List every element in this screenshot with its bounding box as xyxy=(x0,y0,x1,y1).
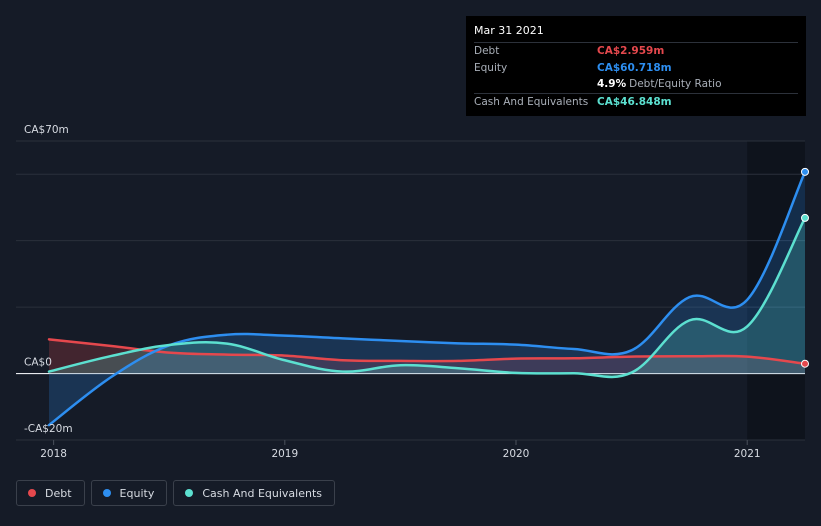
y-tick-label: -CA$20m xyxy=(24,423,73,435)
tooltip-equity-row: Equity CA$60.718m xyxy=(474,60,798,77)
x-tick-label: 2020 xyxy=(503,448,530,460)
y-axis-labels: CA$70m CA$0 -CA$20m xyxy=(24,124,73,435)
plot-background xyxy=(16,141,805,440)
x-axis-labels: 2018 2019 2020 2021 xyxy=(40,448,760,460)
cash-dot-icon xyxy=(185,489,194,497)
end-points xyxy=(801,167,809,368)
tooltip-date: Mar 31 2021 xyxy=(474,22,798,43)
grid xyxy=(16,140,805,445)
tooltip-ratio-label: Debt/Equity Ratio xyxy=(629,78,722,90)
tooltip-cash-row: Cash And Equivalents CA$46.848m xyxy=(474,94,798,111)
areas xyxy=(49,171,805,426)
debt-dot-icon xyxy=(28,489,36,497)
legend-label-debt: Debt xyxy=(45,486,72,500)
tooltip-debt-row: Debt CA$2.959m xyxy=(474,43,798,60)
tooltip-panel: Mar 31 2021 Debt CA$2.959m Equity CA$60.… xyxy=(466,16,806,116)
equity-dot-icon xyxy=(102,489,111,497)
tooltip-equity-label: Equity xyxy=(474,61,508,74)
debt-area xyxy=(49,339,805,374)
lines xyxy=(47,170,807,427)
cash-and-equivalents-line xyxy=(47,216,807,379)
legend-item-equity[interactable]: Equity xyxy=(90,480,168,506)
tooltip-debt-value: CA$2.959m xyxy=(597,45,665,57)
x-tick-label: 2019 xyxy=(271,448,298,460)
forecast-shade xyxy=(747,141,805,440)
cash-and-equivalents-area xyxy=(49,217,805,377)
legend-item-debt[interactable]: Debt xyxy=(16,480,85,506)
x-tick-label: 2021 xyxy=(734,448,761,460)
tooltip-ratio-value: 4.9% xyxy=(597,78,627,90)
tooltip-equity-value: CA$60.718m xyxy=(597,61,672,74)
equity-end-point xyxy=(801,167,809,176)
legend-item-cash[interactable]: Cash And Equivalents xyxy=(173,480,335,506)
tooltip-cash-value: CA$46.848m xyxy=(597,95,672,108)
legend-label-cash: Cash And Equivalents xyxy=(202,486,322,500)
x-tick-label: 2018 xyxy=(40,448,67,460)
tooltip-cash-label: Cash And Equivalents xyxy=(474,95,589,108)
tooltip-debt-label: Debt xyxy=(474,45,500,57)
legend: Debt Equity Cash And Equivalents xyxy=(16,480,335,506)
tooltip-ratio-row: 4.9% Debt/Equity Ratio xyxy=(474,76,798,94)
history-shade xyxy=(747,141,805,440)
debt-line xyxy=(47,338,807,365)
cash-and-equivalents-end-point xyxy=(801,213,809,222)
debt-end-point xyxy=(801,359,809,368)
y-tick-label: CA$0 xyxy=(24,357,52,369)
equity-area xyxy=(49,171,805,426)
y-tick-label: CA$70m xyxy=(24,124,69,136)
legend-label-equity: Equity xyxy=(119,486,155,500)
